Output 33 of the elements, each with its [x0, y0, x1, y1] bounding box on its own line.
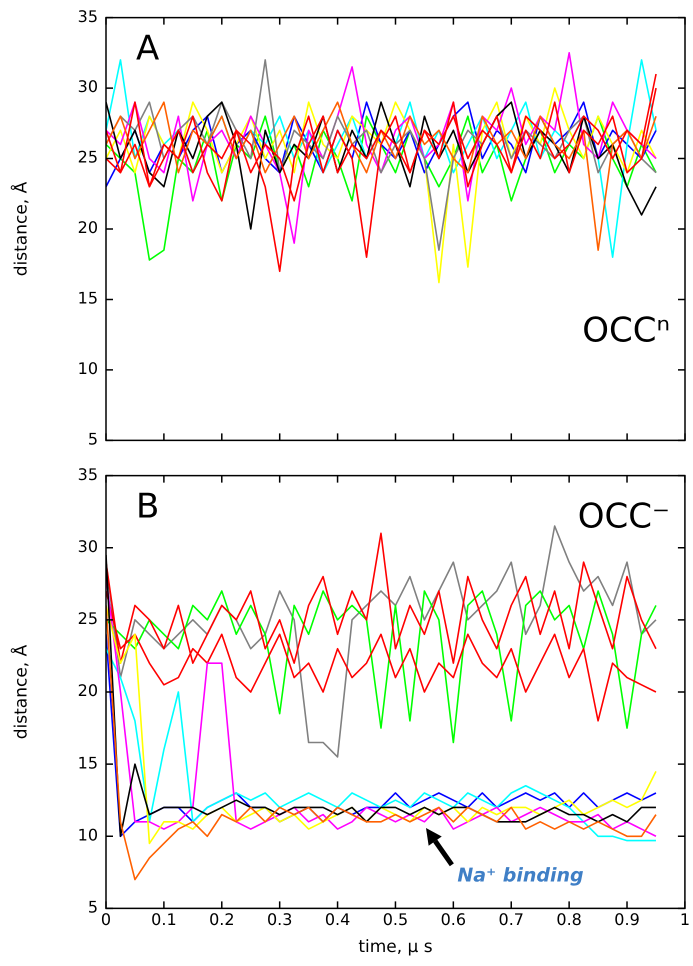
x-tick-label: 0.4 — [324, 910, 350, 930]
annotation: OCCⁿ — [582, 310, 670, 351]
y-tick-label: 10 — [78, 359, 98, 378]
x-tick-label: 0.3 — [266, 910, 292, 930]
y-tick-label: 15 — [78, 288, 98, 308]
annotation: Na⁺ binding — [457, 864, 584, 887]
y-tick-label: 30 — [78, 536, 98, 556]
x-tick-label: 0.7 — [498, 910, 524, 930]
annotation: A — [136, 28, 160, 69]
x-tick-label: 0.1 — [151, 910, 177, 930]
y-axis-title: distance, Å — [10, 644, 32, 740]
x-tick-label: 0.6 — [440, 910, 466, 930]
x-tick-label: 0.2 — [209, 910, 235, 930]
annotation: B — [136, 486, 160, 527]
y-tick-label: 5 — [88, 898, 98, 917]
y-tick-label: 15 — [78, 753, 98, 772]
x-tick-label: 1 — [680, 910, 690, 930]
y-tick-label: 35 — [78, 464, 98, 484]
x-axis-title: time, μ s — [358, 937, 433, 958]
y-tick-label: 20 — [78, 681, 98, 700]
y-tick-label: 25 — [78, 148, 98, 167]
x-tick-label: 0.9 — [614, 910, 640, 930]
y-tick-label: 35 — [78, 6, 98, 26]
y-tick-label: 5 — [88, 430, 98, 449]
annotation: OCC⁻ — [578, 496, 670, 537]
y-axis-title: distance, Å — [10, 181, 32, 276]
y-tick-label: 30 — [78, 77, 98, 96]
x-tick-label: 0.5 — [382, 910, 408, 930]
y-tick-label: 10 — [78, 825, 98, 844]
y-tick-label: 20 — [78, 218, 98, 238]
y-tick-label: 25 — [78, 609, 98, 628]
x-tick-label: 0 — [100, 910, 112, 930]
x-tick-label: 0.8 — [556, 910, 582, 930]
